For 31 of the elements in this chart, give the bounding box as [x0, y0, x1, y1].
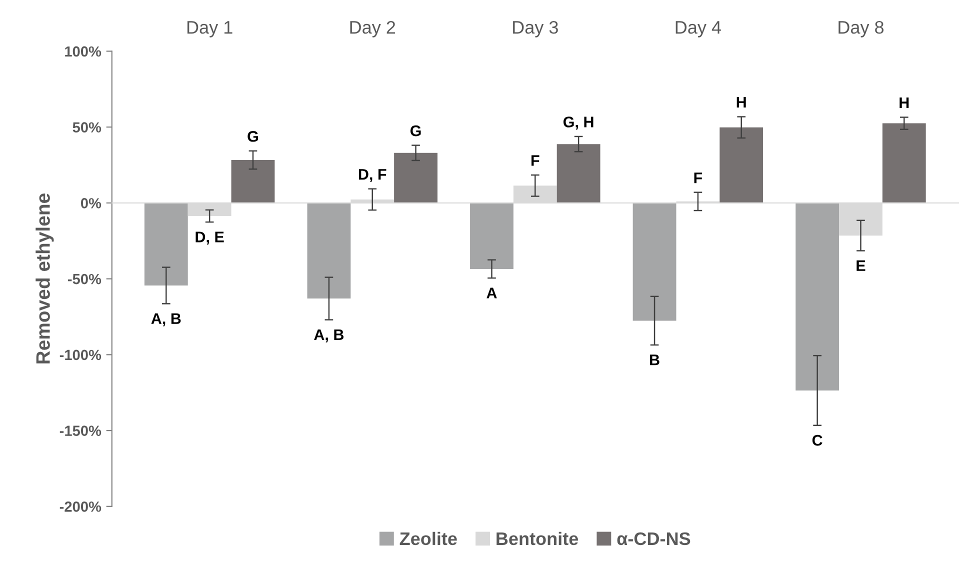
data-label: F [694, 172, 702, 184]
y-tick-label: 100% [65, 46, 102, 57]
y-tick-label: 50% [72, 122, 102, 133]
data-label: D, E [196, 232, 224, 245]
legend-label: Bentonite [496, 532, 578, 546]
y-tick-label: 0% [80, 198, 102, 208]
data-label: H [900, 97, 909, 108]
data-label: E [856, 260, 866, 271]
data-label: A [486, 288, 497, 298]
data-label: H [736, 97, 746, 108]
data-label: C [812, 434, 822, 446]
x-tick-label: Day 8 [838, 20, 884, 38]
data-label: G, H [563, 116, 594, 130]
x-tick-label: Day 2 [350, 20, 396, 38]
x-tick-label: Day 1 [187, 21, 232, 38]
data-label: B [650, 354, 660, 366]
y-axis-title: Removed ethylene [36, 194, 54, 364]
data-label: F [532, 155, 540, 166]
y-tick-label: -200% [60, 502, 102, 512]
data-label: G [248, 130, 258, 142]
x-tick-label: Day 4 [676, 21, 721, 38]
x-tick-label: Day 3 [513, 20, 558, 38]
data-label: D, F [358, 169, 386, 182]
data-label: A, B [314, 329, 344, 342]
legend-label: α-CD-NS [617, 532, 690, 546]
y-tick-label: -150% [60, 426, 102, 436]
y-tick-label: -100% [60, 350, 102, 360]
data-label: G [410, 125, 421, 136]
legend-label: Zeolite [400, 532, 457, 546]
data-label: A, B [151, 313, 181, 326]
y-tick-label: -50% [68, 274, 102, 284]
